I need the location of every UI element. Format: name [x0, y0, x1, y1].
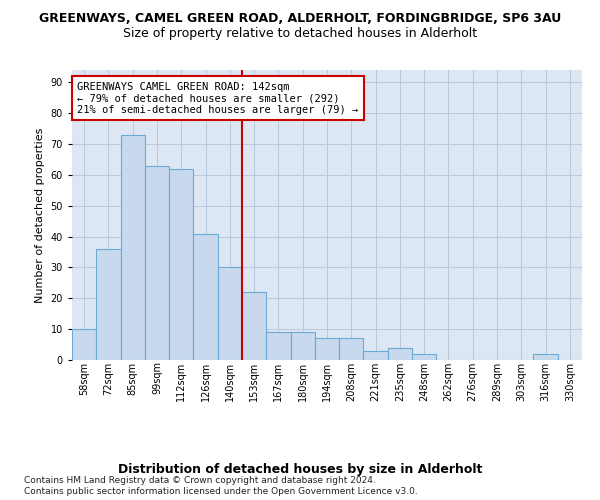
Text: Contains public sector information licensed under the Open Government Licence v3: Contains public sector information licen… — [24, 487, 418, 496]
Bar — [242, 292, 266, 360]
Bar — [193, 234, 218, 360]
Bar — [169, 168, 193, 360]
Bar — [339, 338, 364, 360]
Bar — [96, 249, 121, 360]
Bar — [388, 348, 412, 360]
Bar — [533, 354, 558, 360]
Text: Size of property relative to detached houses in Alderholt: Size of property relative to detached ho… — [123, 28, 477, 40]
Text: Contains HM Land Registry data © Crown copyright and database right 2024.: Contains HM Land Registry data © Crown c… — [24, 476, 376, 485]
Text: Distribution of detached houses by size in Alderholt: Distribution of detached houses by size … — [118, 462, 482, 475]
Bar — [315, 338, 339, 360]
Text: GREENWAYS CAMEL GREEN ROAD: 142sqm
← 79% of detached houses are smaller (292)
21: GREENWAYS CAMEL GREEN ROAD: 142sqm ← 79%… — [77, 82, 358, 115]
Bar — [412, 354, 436, 360]
Text: GREENWAYS, CAMEL GREEN ROAD, ALDERHOLT, FORDINGBRIDGE, SP6 3AU: GREENWAYS, CAMEL GREEN ROAD, ALDERHOLT, … — [39, 12, 561, 26]
Bar — [364, 350, 388, 360]
Bar — [266, 332, 290, 360]
Y-axis label: Number of detached properties: Number of detached properties — [35, 128, 45, 302]
Bar — [121, 135, 145, 360]
Bar — [290, 332, 315, 360]
Bar — [72, 329, 96, 360]
Bar — [145, 166, 169, 360]
Bar — [218, 268, 242, 360]
